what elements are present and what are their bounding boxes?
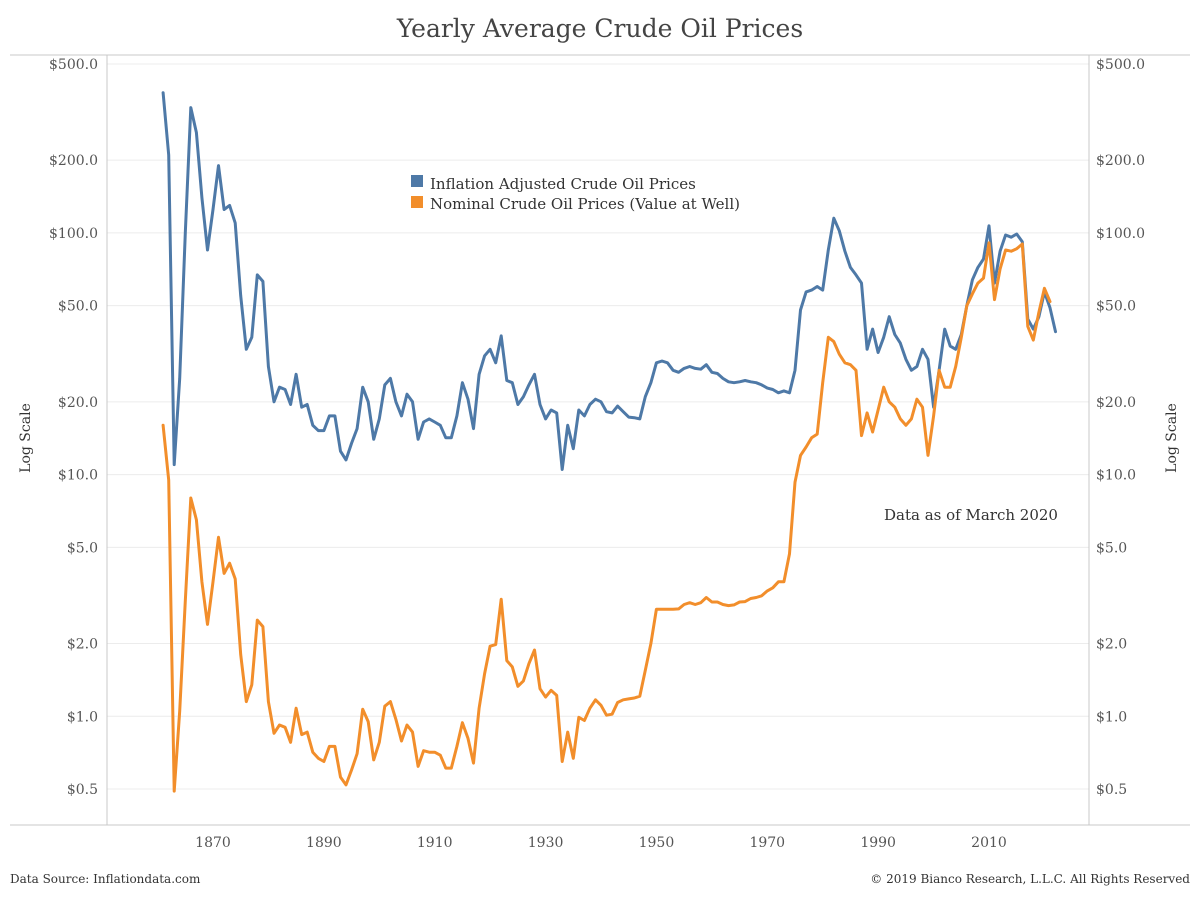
data-date-annotation: Data as of March 2020 [884,506,1058,524]
data-source-note: Data Source: Inflationdata.com [10,872,201,886]
y-tick-label-right: $10.0 [1096,468,1136,484]
x-tick-label: 1910 [417,835,453,851]
x-tick-label: 1970 [749,835,785,851]
legend-swatch-inflation-adjusted [411,175,423,187]
y-tick-label-right: $100.0 [1096,226,1145,242]
legend-label-nominal: Nominal Crude Oil Prices (Value at Well) [430,195,740,213]
y-tick-label-right: $2.0 [1096,637,1127,653]
y-tick-label-left: $500.0 [49,57,98,73]
chart-title: Yearly Average Crude Oil Prices [396,14,804,43]
y-tick-label-right: $1.0 [1096,709,1127,725]
y-tick-label-left: $50.0 [58,299,98,315]
y-tick-label-right: $20.0 [1096,395,1136,411]
y-tick-label-right: $200.0 [1096,153,1145,169]
y-tick-label-left: $2.0 [67,637,98,653]
legend-label-inflation-adjusted: Inflation Adjusted Crude Oil Prices [430,175,696,193]
y-axis-right: $0.5 $1.0 $2.0 $5.0 $10.0 $20.0 $50.0 $100.0 $20… [1096,57,1145,798]
x-tick-label: 1870 [195,835,231,851]
y-tick-label-right: $50.0 [1096,299,1136,315]
y-tick-label-left: $1.0 [67,709,98,725]
y-tick-label-left: $200.0 [49,153,98,169]
copyright-note: © 2019 Bianco Research, L.L.C. All Right… [870,872,1190,886]
grid-lines [107,63,1089,790]
x-tick-label: 2010 [971,835,1007,851]
x-tick-label: 1990 [860,835,896,851]
series-lines [161,91,1057,793]
y-axis-left: $0.5 $1.0 $2.0 $5.0 $10.0 $20.0 $50.0 $100.0 $20… [49,57,98,798]
y-tick-label-left: $10.0 [58,468,98,484]
y-tick-label-right: $0.5 [1096,782,1127,798]
y-axis-title-left: Log Scale [18,403,34,473]
y-tick-label-left: $20.0 [58,395,98,411]
x-tick-label: 1890 [306,835,342,851]
y-tick-label-right: $500.0 [1096,57,1145,73]
y-tick-label-left: $100.0 [49,226,98,242]
y-tick-label-right: $5.0 [1096,540,1127,556]
x-axis: 1870 1890 1910 1930 1950 1970 1990 2010 [195,835,1007,851]
plot-frame [10,54,1190,826]
x-tick-label: 1930 [528,835,564,851]
legend-swatch-nominal [411,196,423,208]
series-line-inflation-adjusted [161,91,1057,471]
x-tick-label: 1950 [639,835,675,851]
y-tick-label-left: $0.5 [67,782,98,798]
y-tick-label-left: $5.0 [67,540,98,556]
legend: Inflation Adjusted Crude Oil Prices Nomi… [411,175,740,213]
series-line-nominal [161,241,1052,793]
y-axis-title-right: Log Scale [1164,403,1180,473]
